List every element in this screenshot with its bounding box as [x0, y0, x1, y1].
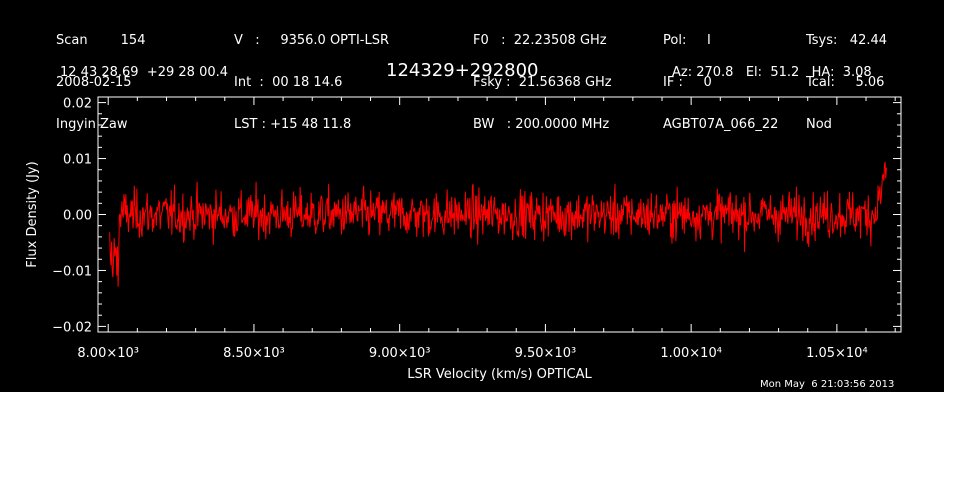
y-tick-label: 0.02 [63, 97, 92, 112]
observer-line: Ingyin Zaw [56, 117, 128, 132]
y-tick-label: −0.02 [52, 320, 92, 335]
if-line: IF : 0 [663, 75, 712, 90]
x-axis-title: LSR Velocity (km/s) OPTICAL [407, 367, 592, 382]
labels-layer: 8.00×10³ 8.50×10³ 9.00×10³ 9.50×10³ 1.00×10⁴… [25, 97, 868, 382]
header-col-pol: Pol: I IF : 0 AGBT07A_066_22 [663, 6, 778, 160]
y-tick-label: 0.01 [63, 153, 92, 168]
az-el-ha: Az: 270.8 El: 51.2 HA: 3.08 [672, 65, 872, 80]
procedure-line: Nod [806, 117, 832, 132]
fsky-line: Fsky : 21.56368 GHz [473, 75, 612, 90]
y-tick-label: −0.01 [52, 264, 92, 279]
header-col-velocity: V : 9356.0 OPTI-LSR Int : 00 18 14.6 LST… [234, 6, 389, 160]
timestamp: Mon May 6 21:03:56 2013 [760, 379, 895, 390]
spectrum-trace [109, 161, 887, 287]
y-tick-label: 0.00 [63, 209, 92, 224]
y-axis-title: Flux Density (Jy) [25, 161, 40, 267]
header-col-tsys: Tsys: 42.44 Tcal: 5.06 Nod [806, 6, 887, 160]
x-tick-label: 1.05×10⁴ [806, 346, 868, 361]
source-name: 124329+292800 [386, 60, 539, 81]
x-tick-label: 8.00×10³ [77, 346, 139, 361]
spectrum-chart: 8.00×10³ 8.50×10³ 9.00×10³ 9.50×10³ 1.00×10⁴… [25, 96, 902, 382]
x-tick-label: 9.00×10³ [369, 346, 431, 361]
f0-line: F0 : 22.23508 GHz [473, 33, 607, 48]
x-tick-label: 8.50×10³ [223, 346, 285, 361]
header-col-frequency: F0 : 22.23508 GHz Fsky : 21.56368 GHz BW… [473, 6, 612, 160]
coordinates: 12 43 28.69 +29 28 00.4 [60, 65, 229, 80]
axes-layer [97, 96, 902, 333]
date-line: 2008-02-15 [56, 75, 132, 90]
project-line: AGBT07A_066_22 [663, 117, 779, 132]
header-col-scan: Scan 154 2008-02-15 Ingyin Zaw [56, 6, 145, 160]
integration-line: Int : 00 18 14.6 [234, 75, 343, 90]
spectrum-trace-layer [109, 161, 887, 287]
bw-line: BW : 200.0000 MHz [473, 117, 610, 132]
plot-window: Scan 154 2008-02-15 Ingyin Zaw V : 9356.… [0, 0, 944, 392]
x-tick-label: 9.50×10³ [515, 346, 577, 361]
x-tick-label: 1.00×10⁴ [660, 346, 722, 361]
lst-line: LST : +15 48 11.8 [234, 117, 352, 132]
tsys-line: Tsys: 42.44 [806, 33, 888, 48]
tcal-line: Tcal: 5.06 [806, 75, 885, 90]
scan-line: Scan 154 [56, 33, 146, 48]
pol-line: Pol: I [663, 33, 711, 48]
velocity-line: V : 9356.0 OPTI-LSR [234, 33, 390, 48]
